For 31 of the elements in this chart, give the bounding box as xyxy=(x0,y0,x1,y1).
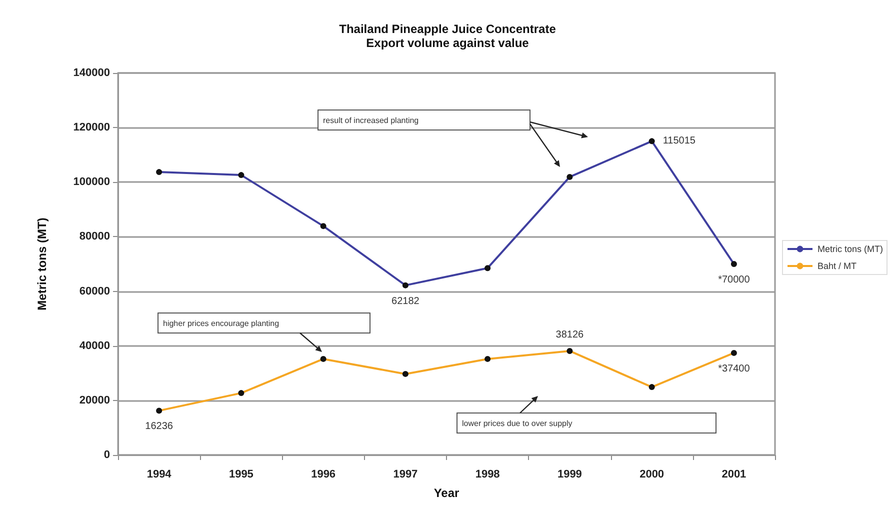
y-tick-label: 40000 xyxy=(79,340,110,352)
chart-title: Thailand Pineapple Juice Concentrate xyxy=(339,22,556,36)
data-label: *37400 xyxy=(718,363,750,374)
x-tick-label: 1998 xyxy=(475,468,500,480)
y-tick-label: 140000 xyxy=(73,67,110,79)
x-tick-label: 2001 xyxy=(722,468,746,480)
data-label: 38126 xyxy=(556,329,584,340)
legend-label: Metric tons (MT) xyxy=(818,244,884,254)
annotation: higher prices encourage planting xyxy=(163,319,280,328)
chart-subtitle: Export volume against value xyxy=(366,36,530,50)
y-tick-label: 100000 xyxy=(73,176,110,188)
x-tick-label: 1995 xyxy=(228,468,254,480)
data-label: 115015 xyxy=(662,136,696,147)
x-tick-label: 1999 xyxy=(557,468,582,480)
y-axis-title: Metric tons (MT) xyxy=(35,218,49,310)
y-tick-label: 20000 xyxy=(79,394,110,406)
x-tick-label: 1994 xyxy=(146,468,172,480)
annotation: lower prices due to over supply xyxy=(462,419,572,428)
y-tick-label: 120000 xyxy=(73,122,110,134)
y-tick-label: 80000 xyxy=(79,230,110,243)
data-label: *70000 xyxy=(718,274,750,286)
data-label: 62182 xyxy=(392,296,420,307)
legend-label: Baht / MT xyxy=(818,261,858,271)
x-axis-title: Year xyxy=(434,486,460,500)
x-tick-label: 1996 xyxy=(311,468,336,480)
y-tick-label: 0 xyxy=(104,449,110,461)
x-tick-label: 1997 xyxy=(393,468,418,480)
y-tick-label: 60000 xyxy=(79,285,110,298)
annotation: result of increased planting xyxy=(323,116,419,125)
data-label: 16236 xyxy=(145,421,174,432)
x-tick-label: 2000 xyxy=(640,468,664,480)
